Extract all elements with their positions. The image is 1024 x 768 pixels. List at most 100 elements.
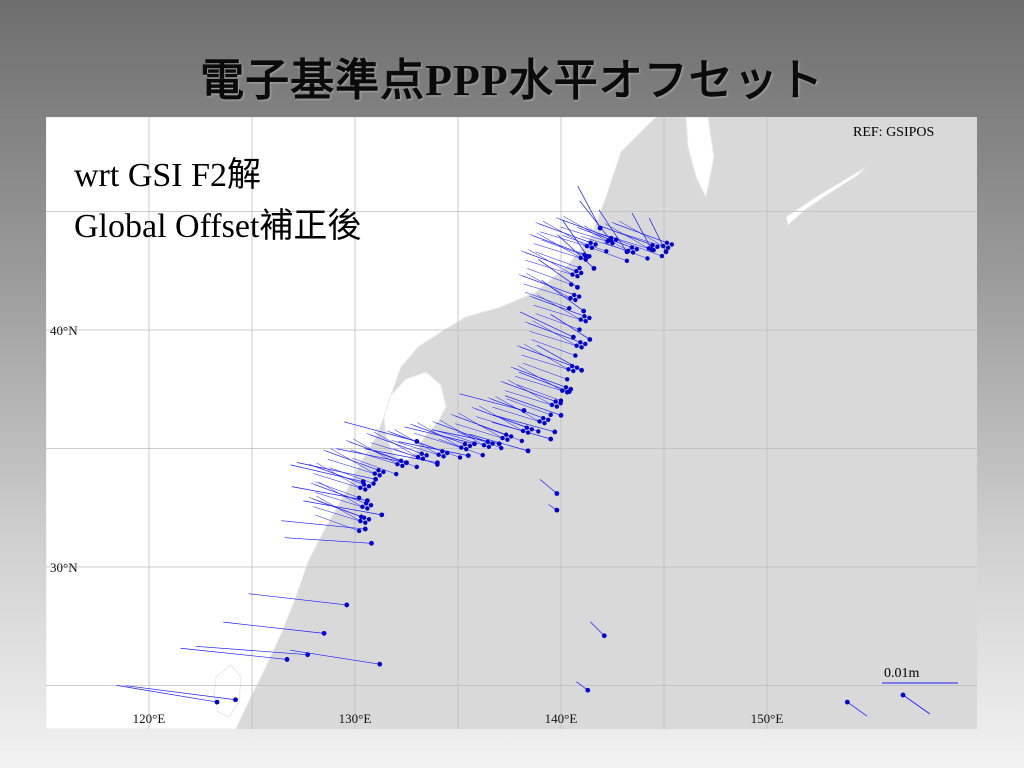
gnss-site-marker: [587, 315, 592, 321]
offset-vector: [308, 497, 370, 520]
offset-vector: [414, 432, 467, 450]
offset-vector: [281, 520, 366, 530]
offset-vector: [562, 219, 589, 257]
gnss-site-marker: [435, 462, 440, 467]
offset-vector: [579, 200, 611, 241]
gnss-site-marker: [582, 314, 587, 319]
gnss-site-marker: [356, 528, 362, 534]
gnss-site-marker: [376, 468, 381, 473]
offset-vector: [516, 345, 578, 368]
gnss-site-marker: [577, 327, 582, 332]
gnss-site-marker: [490, 441, 495, 446]
gnss-site-marker: [381, 469, 386, 475]
gnss-site-marker: [578, 270, 584, 276]
gnss-site-marker: [485, 439, 490, 445]
offset-vector: [506, 398, 551, 416]
offset-vector: [523, 363, 568, 380]
offset-vector: [535, 251, 580, 269]
x-tick-label: 120°E: [133, 711, 166, 726]
offset-vector: [528, 249, 573, 275]
offset-vector: [455, 423, 508, 440]
offset-vector: [533, 243, 586, 260]
offset-vector: [291, 486, 368, 501]
offset-vector: [436, 430, 489, 448]
offset-vector: [521, 250, 582, 274]
gnss-site-marker: [420, 456, 426, 461]
offset-vector: [500, 380, 561, 404]
offset-vector: [370, 442, 424, 459]
gnss-site-marker: [646, 246, 651, 251]
gnss-site-marker: [424, 453, 429, 458]
gnss-site-marker: [419, 451, 424, 456]
offset-vector: [330, 448, 375, 474]
offset-vector: [539, 479, 558, 494]
gnss-site-marker: [284, 657, 290, 662]
gnss-site-marker: [363, 520, 368, 525]
gnss-site-marker: [377, 473, 382, 478]
gnss-site-marker: [660, 243, 666, 249]
gnss-site-marker: [655, 244, 660, 250]
gnss-site-marker: [369, 540, 374, 546]
gnss-site-marker: [542, 420, 547, 426]
offset-vector: [323, 449, 384, 473]
land-layer: [46, 117, 867, 729]
offset-vector: [529, 295, 590, 319]
gnss-site-marker: [578, 317, 583, 322]
gnss-site-marker: [519, 438, 525, 444]
gnss-site-marker: [356, 495, 362, 500]
gnss-site-marker: [587, 254, 592, 259]
gnss-site-marker: [578, 255, 583, 261]
gnss-site-marker: [630, 250, 636, 255]
offset-vector: [550, 313, 591, 340]
gnss-site-marker: [414, 464, 419, 470]
offset-vector: [590, 621, 605, 636]
gnss-site-marker: [363, 487, 368, 492]
gnss-site-marker: [579, 345, 584, 350]
offset-vector: [313, 506, 366, 523]
gnss-site-marker: [564, 390, 570, 395]
gnss-site-marker: [464, 447, 469, 452]
offset-vector: [902, 694, 931, 715]
gnss-site-marker: [593, 242, 598, 247]
gnss-site-marker: [581, 308, 587, 314]
offset-vector: [527, 268, 572, 285]
gnss-site-marker: [583, 341, 588, 347]
gnss-site-marker: [546, 417, 551, 423]
gnss-site-marker: [554, 507, 560, 513]
offset-vector: [515, 376, 568, 393]
gnss-site-marker: [462, 442, 468, 447]
gnss-site-marker: [536, 429, 541, 434]
gnss-site-marker: [575, 274, 580, 279]
offset-vector: [315, 514, 360, 532]
offset-vector: [504, 390, 557, 407]
caption-line-1: wrt GSI F2解: [74, 157, 262, 194]
offset-vector: [535, 222, 596, 245]
gnss-site-marker: [609, 235, 614, 241]
offset-vector: [532, 320, 577, 346]
gnss-site-marker: [554, 404, 560, 409]
gnss-site-marker: [373, 476, 378, 482]
offset-vector: [343, 421, 417, 442]
gnss-site-marker: [361, 482, 367, 487]
gnss-site-marker: [614, 237, 619, 242]
offset-vector: [526, 273, 571, 299]
offset-vector: [492, 406, 545, 424]
gnss-site-marker: [663, 249, 669, 255]
gnss-site-marker: [549, 402, 555, 408]
offset-vector: [519, 274, 580, 297]
gnss-site-marker: [571, 368, 576, 374]
vector-layer: [116, 185, 868, 717]
gnss-site-marker: [480, 452, 485, 458]
x-tick-label: 140°E: [545, 711, 578, 726]
gnss-site-marker: [900, 692, 906, 698]
gnss-site-marker: [574, 343, 579, 348]
axis-label-layer: 120°E 130°E 140°E 150°E 30°N 40°N: [50, 323, 783, 726]
offset-vector: [310, 482, 372, 506]
sakhalin-island: [685, 117, 715, 199]
kuril-arc: [785, 166, 867, 226]
gnss-site-marker: [558, 401, 563, 406]
gnss-site-marker: [645, 256, 650, 261]
map-panel: 120°E 130°E 140°E 150°E 30°N 40°N: [46, 117, 977, 729]
gnss-site-marker: [363, 501, 369, 506]
offset-vector: [313, 473, 366, 490]
